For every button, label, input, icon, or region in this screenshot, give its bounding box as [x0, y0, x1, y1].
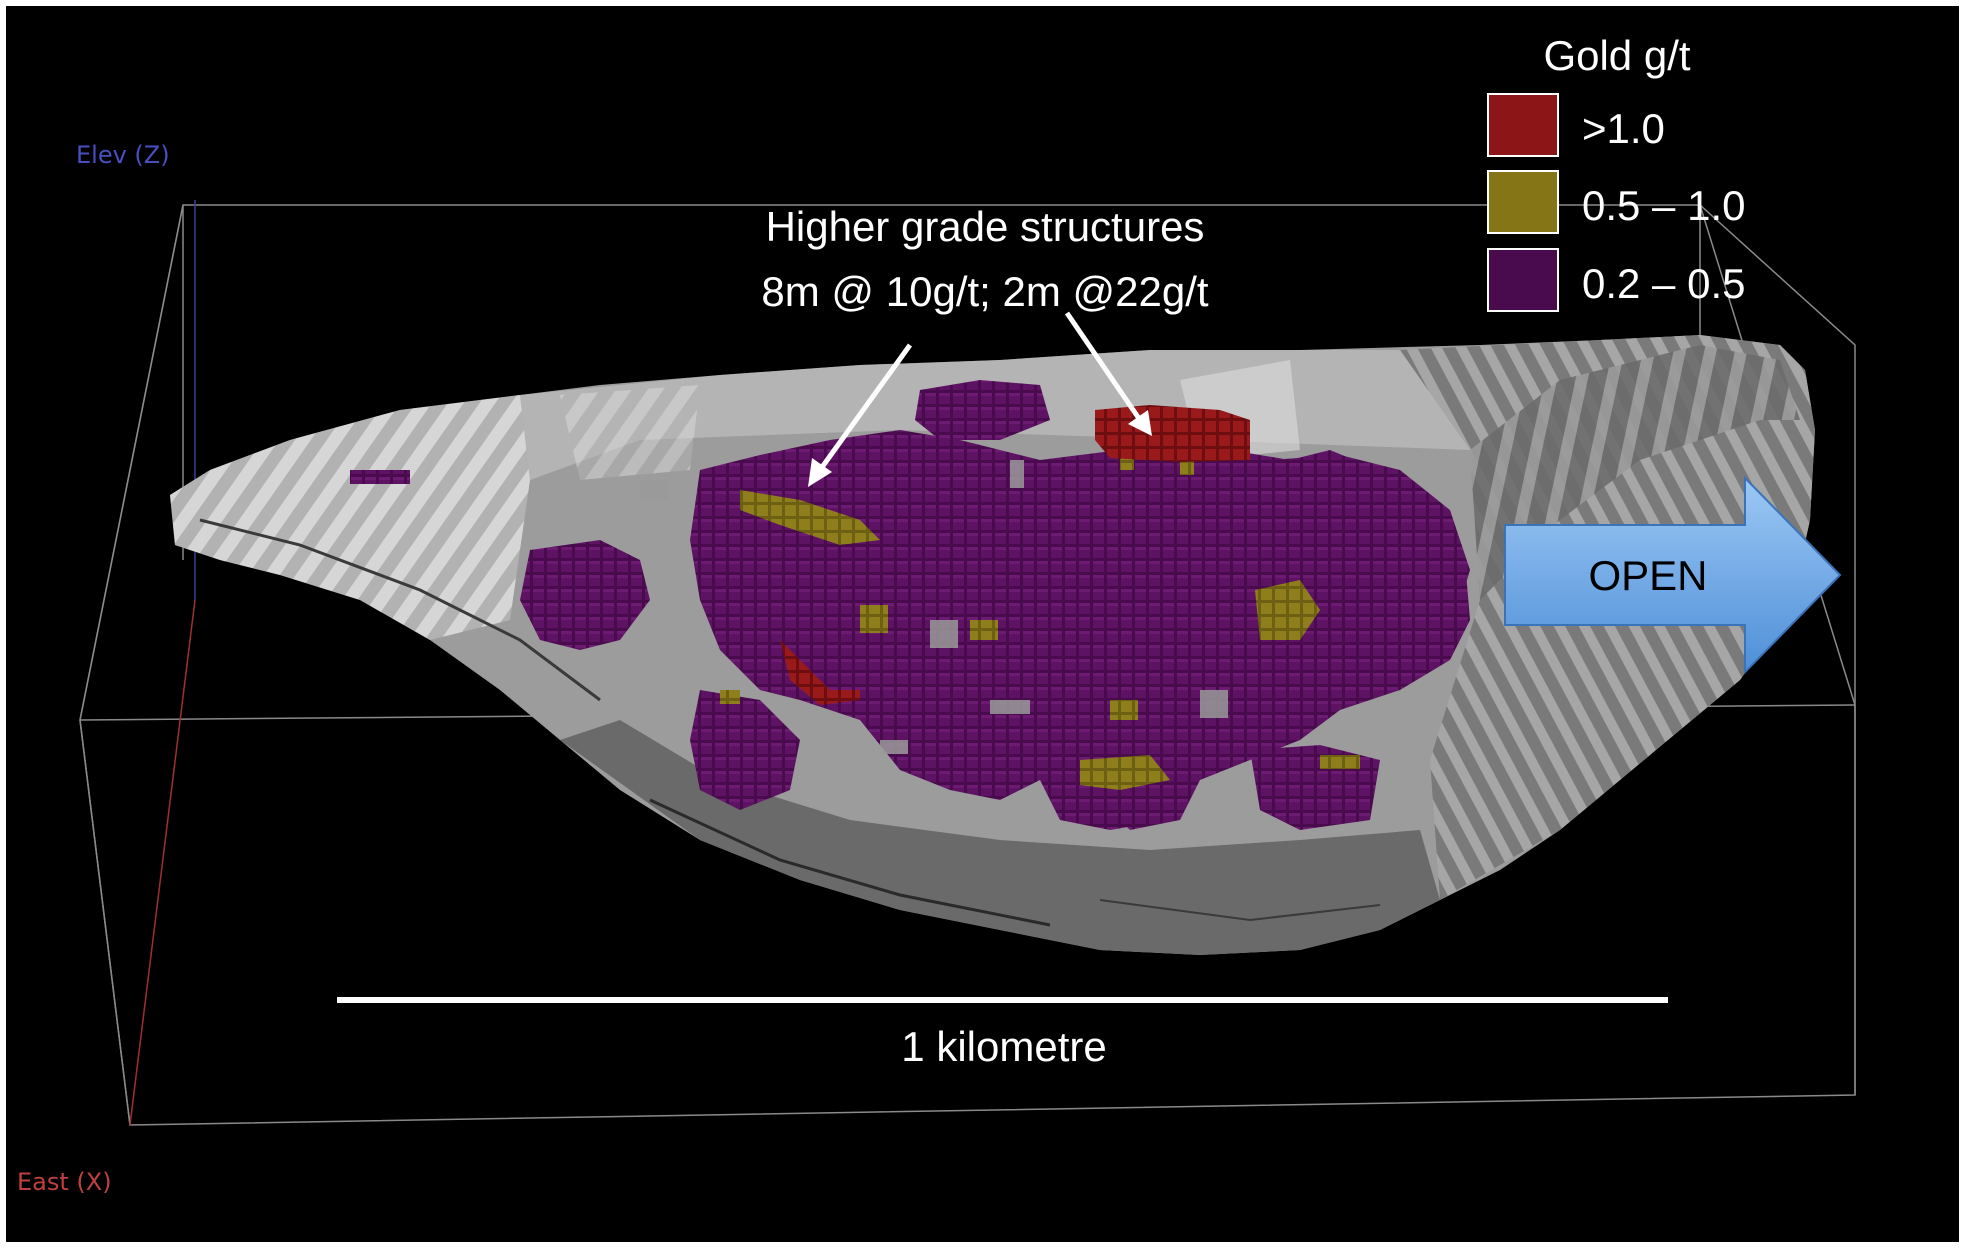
legend-swatch-mid — [1487, 170, 1559, 234]
red-zone-lower — [780, 640, 860, 705]
legend-label-mid: 0.5 – 1.0 — [1582, 182, 1745, 229]
yellow-zone-east — [1255, 580, 1320, 640]
annotation-pointer-left — [808, 343, 913, 487]
legend-swatch-high — [1487, 93, 1559, 157]
purple-zone-south — [690, 690, 800, 810]
legend-title: Gold g/t — [1543, 32, 1690, 79]
annotation-pointer-right — [1064, 311, 1152, 436]
annotation-line-2: 8m @ 10g/t; 2m @22g/t — [761, 268, 1208, 315]
open-arrow-label: OPEN — [1588, 552, 1707, 599]
red-zone-upper — [1095, 405, 1250, 462]
annotation-line-1: Higher grade structures — [766, 203, 1205, 250]
legend-label-high: >1.0 — [1582, 105, 1665, 152]
elev-axis-label: Elev (Z) — [76, 141, 170, 169]
legend-swatch-low — [1487, 248, 1559, 312]
yellow-cluster-3 — [1110, 700, 1138, 720]
legend: Gold g/t >1.0 0.5 – 1.0 0.2 – 0.5 — [1487, 32, 1745, 312]
scale-bar-label: 1 kilometre — [901, 1023, 1106, 1070]
purple-cluster-far-west — [350, 470, 410, 484]
east-axis-label: East (X) — [17, 1168, 112, 1196]
voxel-gaps — [640, 460, 1228, 754]
purple-zone-north — [915, 380, 1050, 440]
yellow-zone-upper — [740, 490, 880, 545]
legend-label-low: 0.2 – 0.5 — [1582, 260, 1745, 307]
grade-voxels — [350, 380, 1470, 830]
yellow-cluster-4 — [1320, 755, 1360, 769]
yellow-cluster-7 — [720, 690, 740, 704]
open-arrow: OPEN — [1504, 475, 1842, 675]
east-axis-line — [129, 599, 196, 1126]
purple-zone-west — [520, 540, 650, 650]
yellow-cluster-1 — [860, 605, 888, 633]
yellow-cluster-2 — [970, 620, 998, 640]
yellow-zone-south — [1080, 755, 1170, 790]
